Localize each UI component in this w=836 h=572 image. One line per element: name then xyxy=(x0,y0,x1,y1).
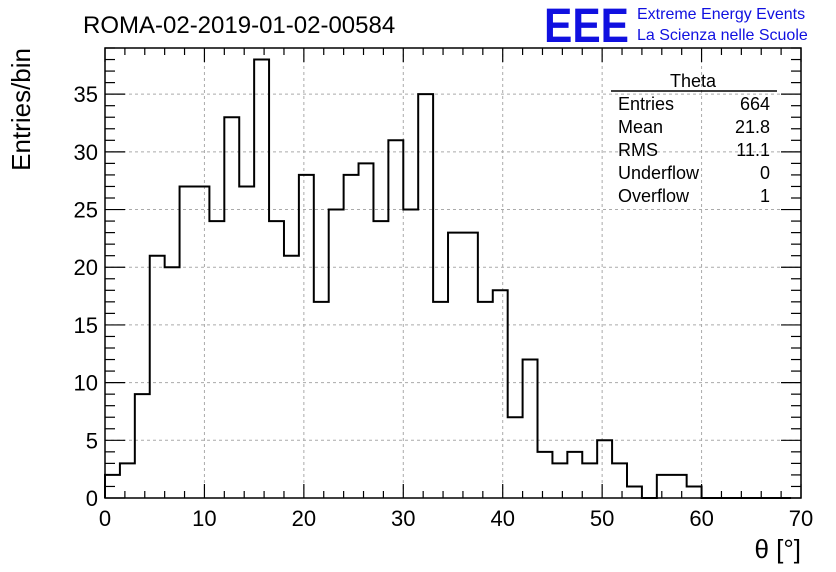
stats-row-value: 1 xyxy=(760,186,770,206)
x-tick-label: 40 xyxy=(490,506,514,531)
histogram-series xyxy=(104,58,792,499)
y-axis-label: Entries/bin xyxy=(6,48,36,171)
logo-line-2: La Scienza nelle Scuole xyxy=(637,27,808,44)
x-tick-label: 60 xyxy=(689,506,713,531)
stats-rows: Entries 664 Mean 21.8 RMS 11.1 Underflow 0 Overf… xyxy=(618,94,770,206)
x-tick-labels: 0 10 20 30 40 50 60 70 xyxy=(99,506,813,531)
stats-row-value: 664 xyxy=(740,94,770,114)
y-tick-label: 25 xyxy=(74,198,98,223)
stats-row-label: Entries xyxy=(618,94,674,114)
stats-title: Theta xyxy=(670,71,717,91)
axis-ticks xyxy=(104,47,802,499)
stats-row-label: RMS xyxy=(618,140,658,160)
logo-mark: EEE xyxy=(544,0,629,53)
x-tick-label: 20 xyxy=(292,506,316,531)
stats-row-label: Mean xyxy=(618,117,663,137)
y-tick-labels: 0 5 10 15 20 25 30 35 xyxy=(74,82,98,511)
y-tick-label: 20 xyxy=(74,255,98,280)
x-tick-label: 0 xyxy=(99,506,111,531)
y-tick-label: 15 xyxy=(74,313,98,338)
y-tick-label: 5 xyxy=(86,428,98,453)
plot-frame xyxy=(104,47,802,499)
stats-row-label: Underflow xyxy=(618,163,700,183)
stats-row-value: 21.8 xyxy=(735,117,770,137)
x-axis-label: θ [°] xyxy=(754,534,801,564)
stats-box: Theta Entries 664 Mean 21.8 RMS 11.1 Underflow… xyxy=(611,71,777,206)
chart-title: ROMA-02-2019-01-02-00584 xyxy=(83,12,395,39)
stats-row-label: Overflow xyxy=(618,186,690,206)
logo-line-1: Extreme Energy Events xyxy=(637,6,805,23)
logo: EEE Extreme Energy Events La Scienza nel… xyxy=(544,0,808,53)
stats-row-value: 0 xyxy=(760,163,770,183)
stats-row-value: 11.1 xyxy=(736,140,770,160)
y-tick-label: 10 xyxy=(74,371,98,396)
y-tick-label: 0 xyxy=(86,486,98,511)
grid-lines xyxy=(105,48,801,498)
y-tick-label: 35 xyxy=(74,82,98,107)
x-tick-label: 50 xyxy=(590,506,614,531)
x-tick-label: 10 xyxy=(192,506,216,531)
x-tick-label: 70 xyxy=(789,506,813,531)
x-tick-label: 30 xyxy=(391,506,415,531)
y-tick-label: 30 xyxy=(74,140,98,165)
